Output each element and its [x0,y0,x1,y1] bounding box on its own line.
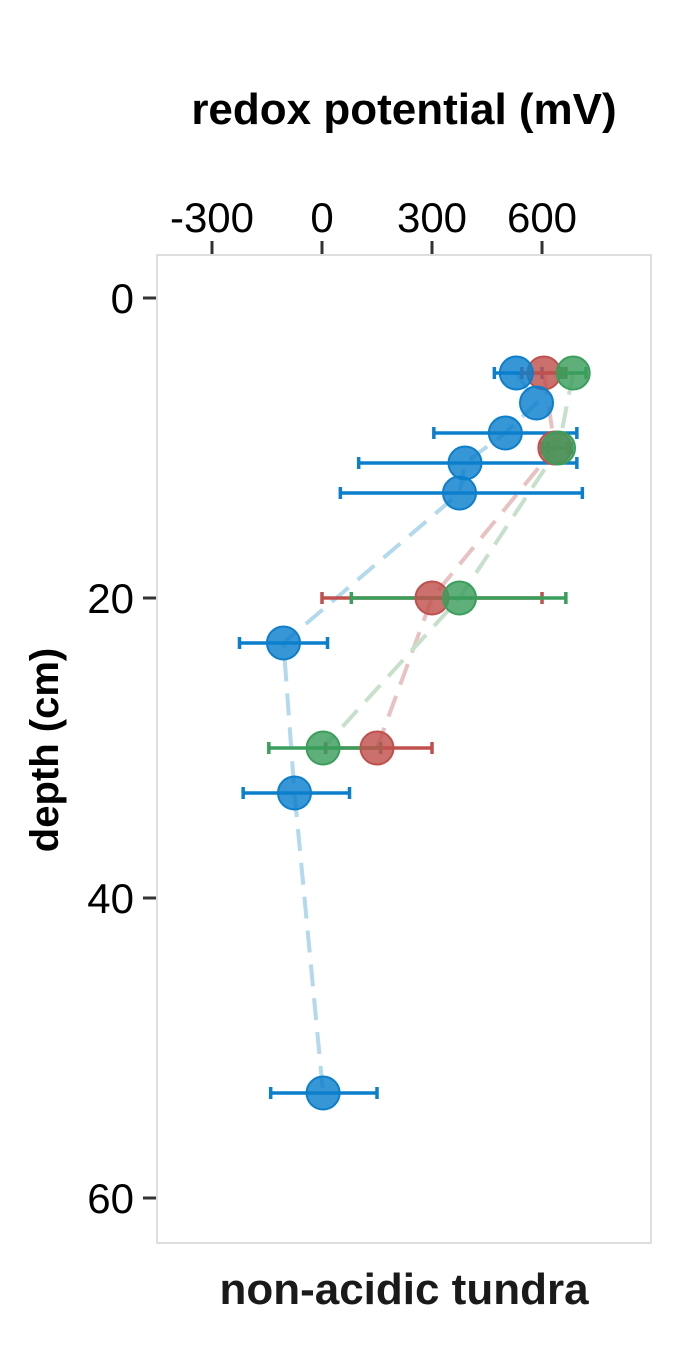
data-point-series-1 [265,625,301,661]
x-tick-label: 0 [310,194,333,241]
y-tick-label: 40 [87,875,134,922]
data-point-series-1 [498,355,534,391]
y-tick-label: 60 [87,1175,134,1222]
x-tick-label: 300 [397,194,467,241]
y-axis-title: depth (cm) [23,648,67,852]
data-point-series-3 [541,430,577,466]
data-point-series-1 [447,445,483,481]
data-point-series-1 [519,385,555,421]
x-tick-label: 600 [507,194,577,241]
data-point-series-1 [305,1075,341,1111]
y-tick-label: 0 [111,275,134,322]
y-tick-label: 20 [87,575,134,622]
data-point-series-3 [305,730,341,766]
chart-title: redox potential (mV) [191,85,616,134]
x-tick-label: -300 [170,194,254,241]
y-axis: 0 20 40 60 [87,275,156,1222]
data-point-series-1 [487,415,523,451]
data-point-series-2 [359,730,395,766]
data-point-series-1 [276,775,312,811]
data-point-series-1 [442,475,478,511]
series-line-3 [321,372,576,750]
data-point-series-3 [555,355,591,391]
x-axis-title: non-acidic tundra [219,1265,589,1314]
x-axis: -300 0 300 600 [170,194,577,254]
data-point-series-3 [442,580,478,616]
data-points [265,355,591,1111]
